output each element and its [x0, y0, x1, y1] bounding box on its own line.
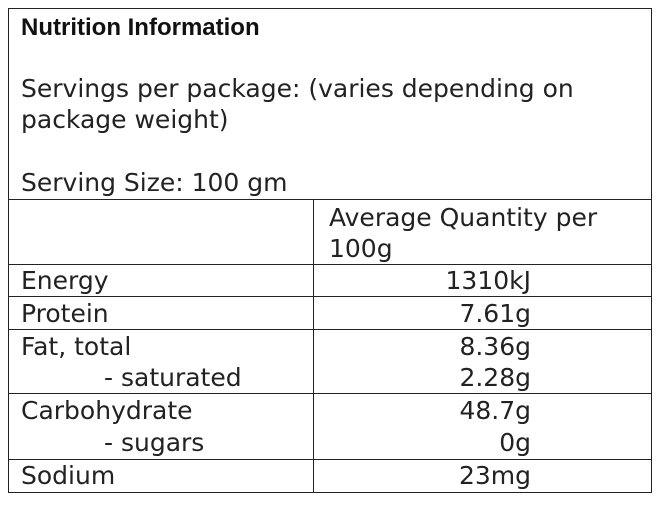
column-divider: [313, 199, 314, 492]
panel-title: Nutrition Information: [21, 14, 260, 41]
serving-size: Serving Size: 100 gm: [21, 168, 288, 197]
table-header-row: [9, 199, 651, 265]
table-row: Protein 7.61g: [9, 297, 651, 330]
saturated-fat-value: 2.28g: [459, 363, 531, 392]
carbohydrate-label: Carbohydrate: [21, 396, 193, 425]
column-header-average-quantity: Average Quantity per 100g: [329, 203, 598, 263]
sugars-value: 0g: [499, 428, 531, 457]
sodium-label: Sodium: [21, 461, 116, 490]
table-row: Carbohydrate 48.7g - sugars 0g: [9, 394, 651, 460]
saturated-fat-label: - saturated: [104, 363, 242, 392]
panel-header: Nutrition Information Servings per packa…: [9, 9, 651, 200]
table-row: Sodium 23mg: [9, 460, 651, 492]
sodium-value: 23mg: [458, 461, 531, 490]
energy-label: Energy: [21, 266, 109, 295]
table-row: Energy 1310kJ: [9, 265, 651, 297]
table-row: Fat, total 8.36g - saturated 2.28g: [9, 330, 651, 394]
protein-label: Protein: [21, 299, 109, 328]
nutrition-panel: Nutrition Information Servings per packa…: [8, 8, 652, 493]
energy-value: 1310kJ: [445, 266, 531, 295]
fat-total-label: Fat, total: [21, 332, 132, 361]
fat-total-value: 8.36g: [459, 332, 531, 361]
carbohydrate-value: 48.7g: [459, 396, 531, 425]
protein-value: 7.61g: [459, 299, 531, 328]
sugars-label: - sugars: [104, 428, 205, 457]
servings-per-package: Servings per package: (varies depending …: [21, 74, 574, 134]
